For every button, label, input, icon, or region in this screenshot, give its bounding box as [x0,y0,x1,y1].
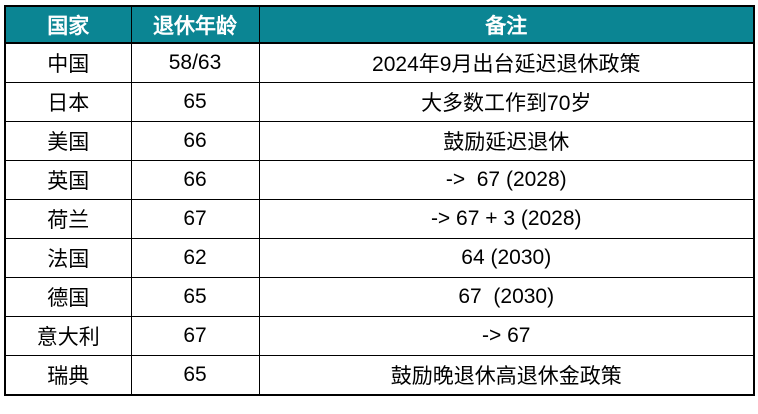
country-cell: 英国 [4,160,132,200]
country-cell: 荷兰 [4,199,132,239]
note-cell: 鼓励晚退休高退休金政策 [258,355,755,396]
country-cell: 意大利 [4,316,132,356]
header-retirement-age: 退休年龄 [130,5,260,44]
table-row: 中国 58/63 2024年9月出台延迟退休政策 [4,42,755,83]
note-cell: 67 (2030) [258,277,755,317]
age-cell: 62 [130,238,260,278]
age-cell: 58/63 [130,42,260,83]
table-row: 荷兰 67 -> 67 + 3 (2028) [4,199,755,239]
age-cell: 67 [130,199,260,239]
country-cell: 瑞典 [4,355,132,396]
header-row: 国家 退休年龄 备注 [4,5,755,44]
country-cell: 德国 [4,277,132,317]
table-row: 德国 65 67 (2030) [4,277,755,317]
retirement-age-table: 国家 退休年龄 备注 中国 58/63 2024年9月出台延迟退休政策 日本 65 大多数… [4,5,755,396]
table-row: 意大利 67 -> 67 [4,316,755,356]
country-cell: 中国 [4,42,132,83]
note-cell: -> 67 + 3 (2028) [258,199,755,239]
age-cell: 66 [130,160,260,200]
header-country: 国家 [4,5,132,44]
age-cell: 67 [130,316,260,356]
header-notes: 备注 [258,5,755,44]
country-cell: 法国 [4,238,132,278]
table-row: 日本 65 大多数工作到70岁 [4,82,755,122]
age-cell: 65 [130,82,260,122]
age-cell: 66 [130,121,260,161]
note-cell: 2024年9月出台延迟退休政策 [258,42,755,83]
note-cell: 大多数工作到70岁 [258,82,755,122]
country-cell: 日本 [4,82,132,122]
country-cell: 美国 [4,121,132,161]
note-cell: -> 67 (2028) [258,160,755,200]
note-cell: -> 67 [258,316,755,356]
table-row: 美国 66 鼓励延迟退休 [4,121,755,161]
table-row: 瑞典 65 鼓励晚退休高退休金政策 [4,355,755,396]
age-cell: 65 [130,277,260,317]
table-row: 英国 66 -> 67 (2028) [4,160,755,200]
note-cell: 64 (2030) [258,238,755,278]
note-cell: 鼓励延迟退休 [258,121,755,161]
table-row: 法国 62 64 (2030) [4,238,755,278]
age-cell: 65 [130,355,260,396]
